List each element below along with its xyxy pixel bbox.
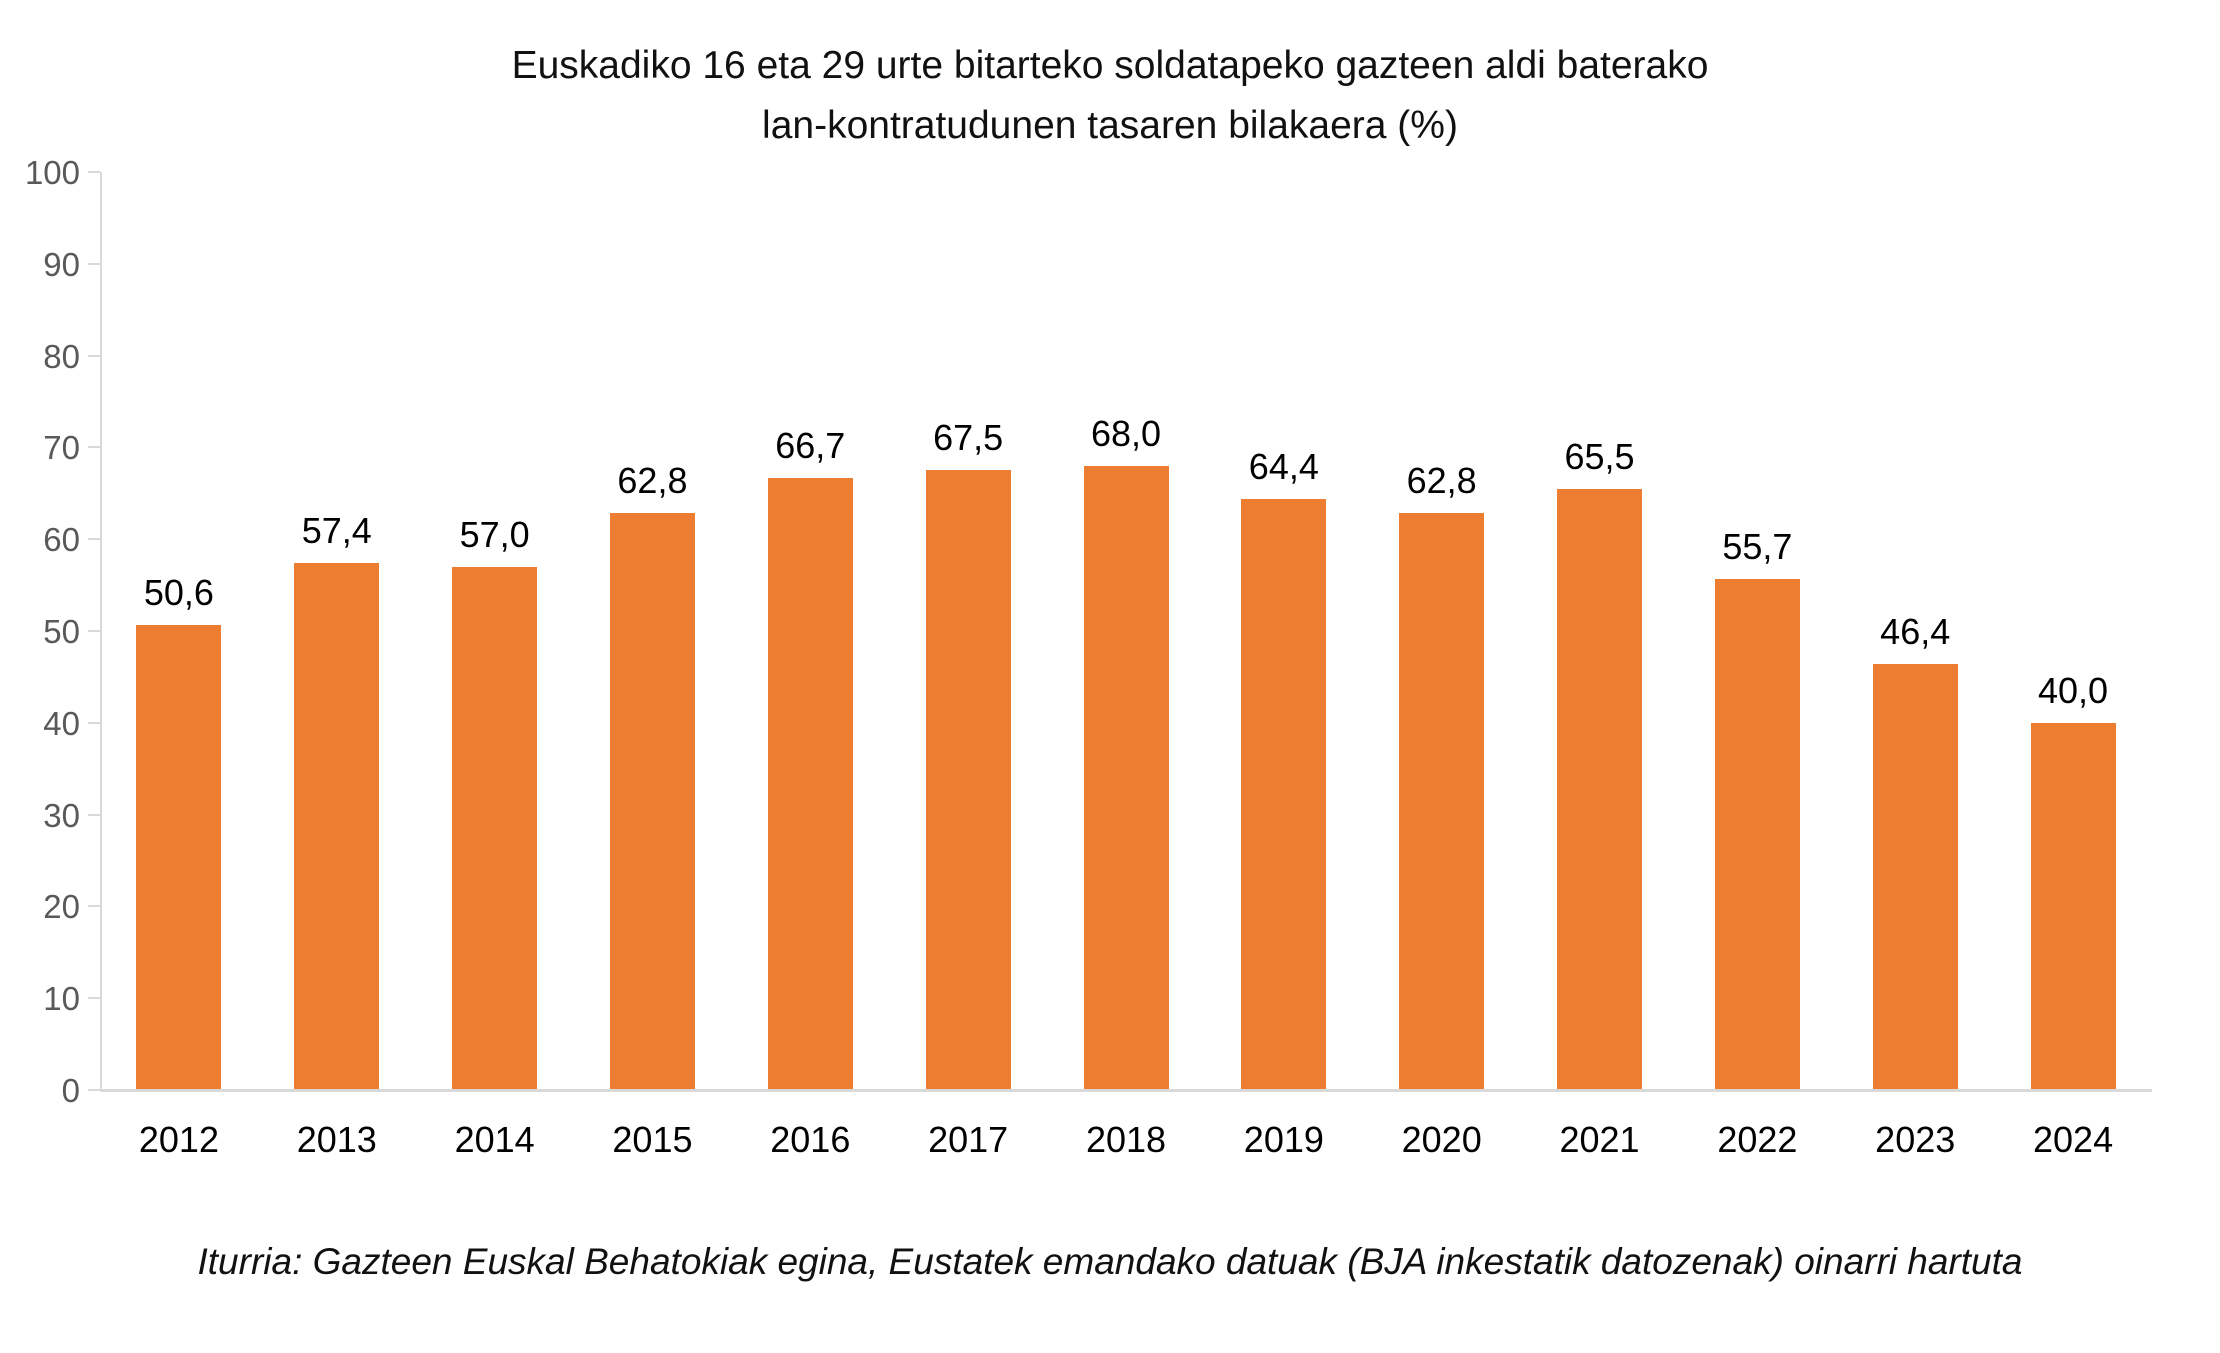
x-axis-label-2017: 2017 bbox=[928, 1119, 1009, 1160]
bar-value-label-2014: 57,0 bbox=[459, 513, 530, 555]
y-axis-tick-label: 90 bbox=[43, 245, 80, 283]
x-axis-label-2018: 2018 bbox=[1085, 1119, 1167, 1160]
bar-value-label-2017: 67,5 bbox=[933, 417, 1004, 459]
bar-value-label-2022: 55,7 bbox=[1722, 525, 1793, 567]
y-axis-tick bbox=[88, 538, 100, 541]
bar-value-label-2020: 62,8 bbox=[1406, 460, 1477, 502]
y-axis-tick-label: 30 bbox=[43, 796, 80, 834]
x-axis-line bbox=[100, 1089, 2152, 1092]
bar-value-label-2019: 64,4 bbox=[1248, 445, 1319, 487]
plot-area: 50,6 57,4 57,0 62,8 66,7 67,5 68,0 64,4 62,8 65,5… bbox=[100, 172, 2150, 1090]
bar-value-label-2018: 68,0 bbox=[1090, 412, 1162, 454]
x-axis-label-2016: 2016 bbox=[770, 1119, 851, 1160]
y-axis-tick-label: 50 bbox=[43, 613, 80, 650]
x-axis-label-2020: 2020 bbox=[1401, 1119, 1482, 1160]
chart-title: Euskadiko 16 eta 29 urte bitarteko solda… bbox=[0, 36, 2220, 156]
y-axis-tick-label: 80 bbox=[43, 337, 80, 375]
bar-value-label-2012: 50,6 bbox=[143, 572, 214, 614]
x-axis-label-2014: 2014 bbox=[454, 1119, 535, 1160]
bar-2019 bbox=[1241, 498, 1327, 1090]
chart-title-line-2: lan-kontratudunen tasaren bilakaera (%) bbox=[762, 104, 1458, 147]
x-axis-label-2021: 2021 bbox=[1559, 1119, 1640, 1160]
bar-2021 bbox=[1557, 488, 1643, 1090]
chart-title-line-1: Euskadiko 16 eta 29 urte bitarteko solda… bbox=[511, 44, 1709, 87]
bar-2013 bbox=[294, 563, 380, 1090]
y-axis-tick-label: 60 bbox=[43, 521, 80, 559]
y-axis-tick bbox=[88, 630, 100, 632]
x-axis-label-2015: 2015 bbox=[612, 1119, 693, 1160]
y-axis-tick bbox=[88, 446, 100, 449]
bar-2016 bbox=[767, 477, 853, 1090]
x-axis-label-2019: 2019 bbox=[1243, 1119, 1324, 1160]
y-axis-tick bbox=[88, 997, 100, 1000]
source-note: Iturria: Gazteen Euskal Behatokiak egina… bbox=[197, 1241, 2023, 1282]
y-axis-tick bbox=[88, 721, 100, 724]
y-axis-tick bbox=[88, 1089, 100, 1091]
bar-2018 bbox=[1083, 465, 1169, 1090]
y-axis-tick-label: 100 bbox=[24, 154, 80, 191]
x-axis-label-2022: 2022 bbox=[1717, 1119, 1798, 1160]
y-axis-tick-label: 70 bbox=[43, 429, 80, 467]
bar-2014 bbox=[452, 566, 538, 1090]
x-axis-label-2012: 2012 bbox=[138, 1119, 219, 1160]
y-axis-tick bbox=[88, 813, 100, 816]
y-axis-tick bbox=[88, 171, 100, 173]
bar-value-label-2024: 40,0 bbox=[2038, 669, 2109, 711]
bar-2022 bbox=[1714, 578, 1800, 1090]
y-axis-tick bbox=[88, 905, 100, 908]
bar-value-label-2015: 62,8 bbox=[617, 460, 688, 502]
bar-2015 bbox=[609, 513, 695, 1090]
bar-2020 bbox=[1399, 513, 1485, 1090]
bar-value-label-2016: 66,7 bbox=[775, 424, 846, 466]
y-axis-tick-label: 20 bbox=[43, 888, 80, 926]
x-axis-label-2024: 2024 bbox=[2033, 1119, 2114, 1160]
y-axis-tick-label: 0 bbox=[61, 1072, 80, 1109]
bar-2024 bbox=[2030, 722, 2116, 1090]
bar-2023 bbox=[1872, 664, 1958, 1090]
y-axis-tick-label: 40 bbox=[43, 704, 80, 742]
y-axis-line bbox=[100, 172, 102, 1091]
y-axis-tick bbox=[88, 262, 100, 265]
bar-2017 bbox=[925, 470, 1011, 1090]
bar-value-label-2023: 46,4 bbox=[1880, 611, 1951, 653]
x-axis-label-2013: 2013 bbox=[296, 1119, 377, 1160]
y-axis-tick-label: 10 bbox=[43, 980, 80, 1018]
bar-value-label-2013: 57,4 bbox=[301, 510, 372, 552]
bar-2012 bbox=[136, 625, 222, 1090]
y-axis-tick bbox=[88, 354, 100, 357]
bar-value-label-2021: 65,5 bbox=[1564, 435, 1635, 477]
x-axis-label-2023: 2023 bbox=[1875, 1119, 1956, 1160]
